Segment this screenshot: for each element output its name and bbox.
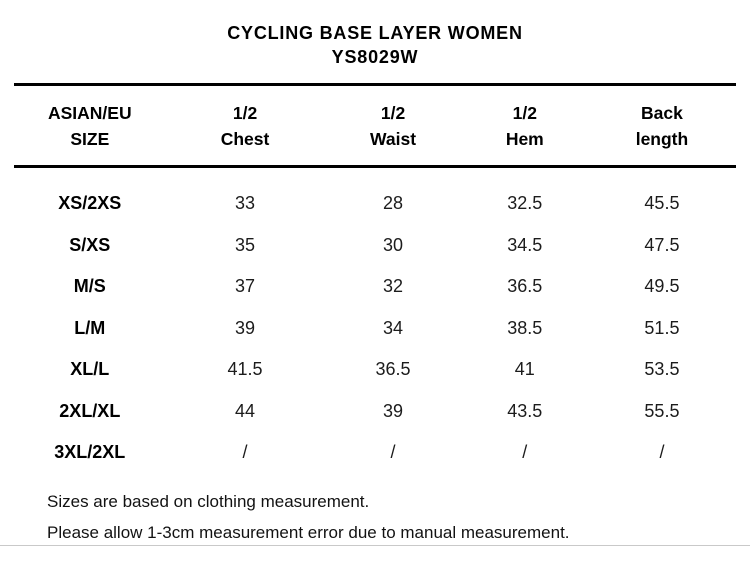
waist-cell: 30 [383, 234, 404, 255]
header-cell-back-length: Back length [588, 100, 736, 152]
note-line: Sizes are based on clothing measurement. [47, 491, 370, 511]
note-line: Please allow 1-3cm measurement error due… [47, 522, 570, 542]
hem-cell: / [522, 442, 528, 463]
bottom-faint-rule [0, 545, 750, 546]
table-row: XS/2XS 33 28 32.5 45.5 [14, 183, 736, 225]
table-row: M/S 37 32 36.5 49.5 [14, 266, 736, 308]
title-block: CYCLING BASE LAYER WOMEN YS8029W [0, 0, 750, 69]
back-length-cell: / [659, 442, 665, 463]
header-chest-line2: Chest [220, 129, 270, 149]
header-size-line2: SIZE [70, 129, 110, 149]
header-waist-line1: 1/2 [380, 103, 406, 123]
header-cell-waist: 1/2 Waist [324, 100, 461, 152]
header-back-line1: Back [641, 103, 683, 123]
header-chest-line1: 1/2 [232, 103, 258, 123]
table-row: 3XL/2XL / / / / [14, 432, 736, 474]
chest-cell: 41.5 [227, 359, 263, 380]
header-hem-line2: Hem [505, 129, 544, 149]
table-row: XL/L 41.5 36.5 41 53.5 [14, 349, 736, 391]
table-row: 2XL/XL 44 39 43.5 55.5 [14, 391, 736, 433]
measurement-notes: Sizes are based on clothing measurement.… [47, 486, 750, 548]
back-length-cell: 53.5 [644, 359, 680, 380]
waist-cell: / [390, 442, 396, 463]
chest-cell: 44 [235, 400, 256, 421]
hem-cell: 36.5 [507, 276, 543, 297]
size-cell: XL/L [70, 359, 110, 380]
waist-cell: 28 [383, 193, 404, 214]
chest-cell: 33 [235, 193, 256, 214]
product-code: YS8029W [331, 47, 419, 67]
header-cell-hem: 1/2 Hem [462, 100, 588, 152]
back-length-cell: 49.5 [644, 276, 680, 297]
header-back-line2: length [635, 129, 689, 149]
size-cell: 3XL/2XL [54, 442, 126, 463]
size-table-header: ASIAN/EU SIZE 1/2 Chest 1/2 Waist 1/2 He… [14, 86, 736, 165]
header-waist-line2: Waist [370, 129, 417, 149]
size-cell: S/XS [69, 234, 111, 255]
chest-cell: / [242, 442, 248, 463]
chest-cell: 39 [235, 317, 256, 338]
size-cell: 2XL/XL [59, 400, 121, 421]
waist-cell: 36.5 [375, 359, 411, 380]
header-bottom-rule [14, 165, 736, 168]
size-table-body: XS/2XS 33 28 32.5 45.5 S/XS 35 30 34.5 4… [14, 168, 736, 474]
waist-cell: 34 [383, 317, 404, 338]
hem-cell: 38.5 [507, 317, 543, 338]
hem-cell: 34.5 [507, 234, 543, 255]
table-row: S/XS 35 30 34.5 47.5 [14, 225, 736, 267]
hem-cell: 32.5 [507, 193, 543, 214]
header-cell-size: ASIAN/EU SIZE [14, 100, 166, 152]
table-top-rule [14, 83, 736, 86]
size-cell: L/M [74, 317, 106, 338]
header-cell-chest: 1/2 Chest [166, 100, 325, 152]
back-length-cell: 45.5 [644, 193, 680, 214]
back-length-cell: 51.5 [644, 317, 680, 338]
chest-cell: 37 [235, 276, 256, 297]
waist-cell: 39 [383, 400, 404, 421]
page-title: CYCLING BASE LAYER WOMEN [227, 23, 523, 43]
header-size-line1: ASIAN/EU [47, 103, 132, 123]
hem-cell: 41 [514, 359, 535, 380]
hem-cell: 43.5 [507, 400, 543, 421]
size-cell: XS/2XS [58, 193, 122, 214]
back-length-cell: 55.5 [644, 400, 680, 421]
table-row: L/M 39 34 38.5 51.5 [14, 308, 736, 350]
waist-cell: 32 [383, 276, 404, 297]
back-length-cell: 47.5 [644, 234, 680, 255]
header-hem-line1: 1/2 [512, 103, 537, 123]
chest-cell: 35 [235, 234, 256, 255]
size-cell: M/S [73, 276, 106, 297]
